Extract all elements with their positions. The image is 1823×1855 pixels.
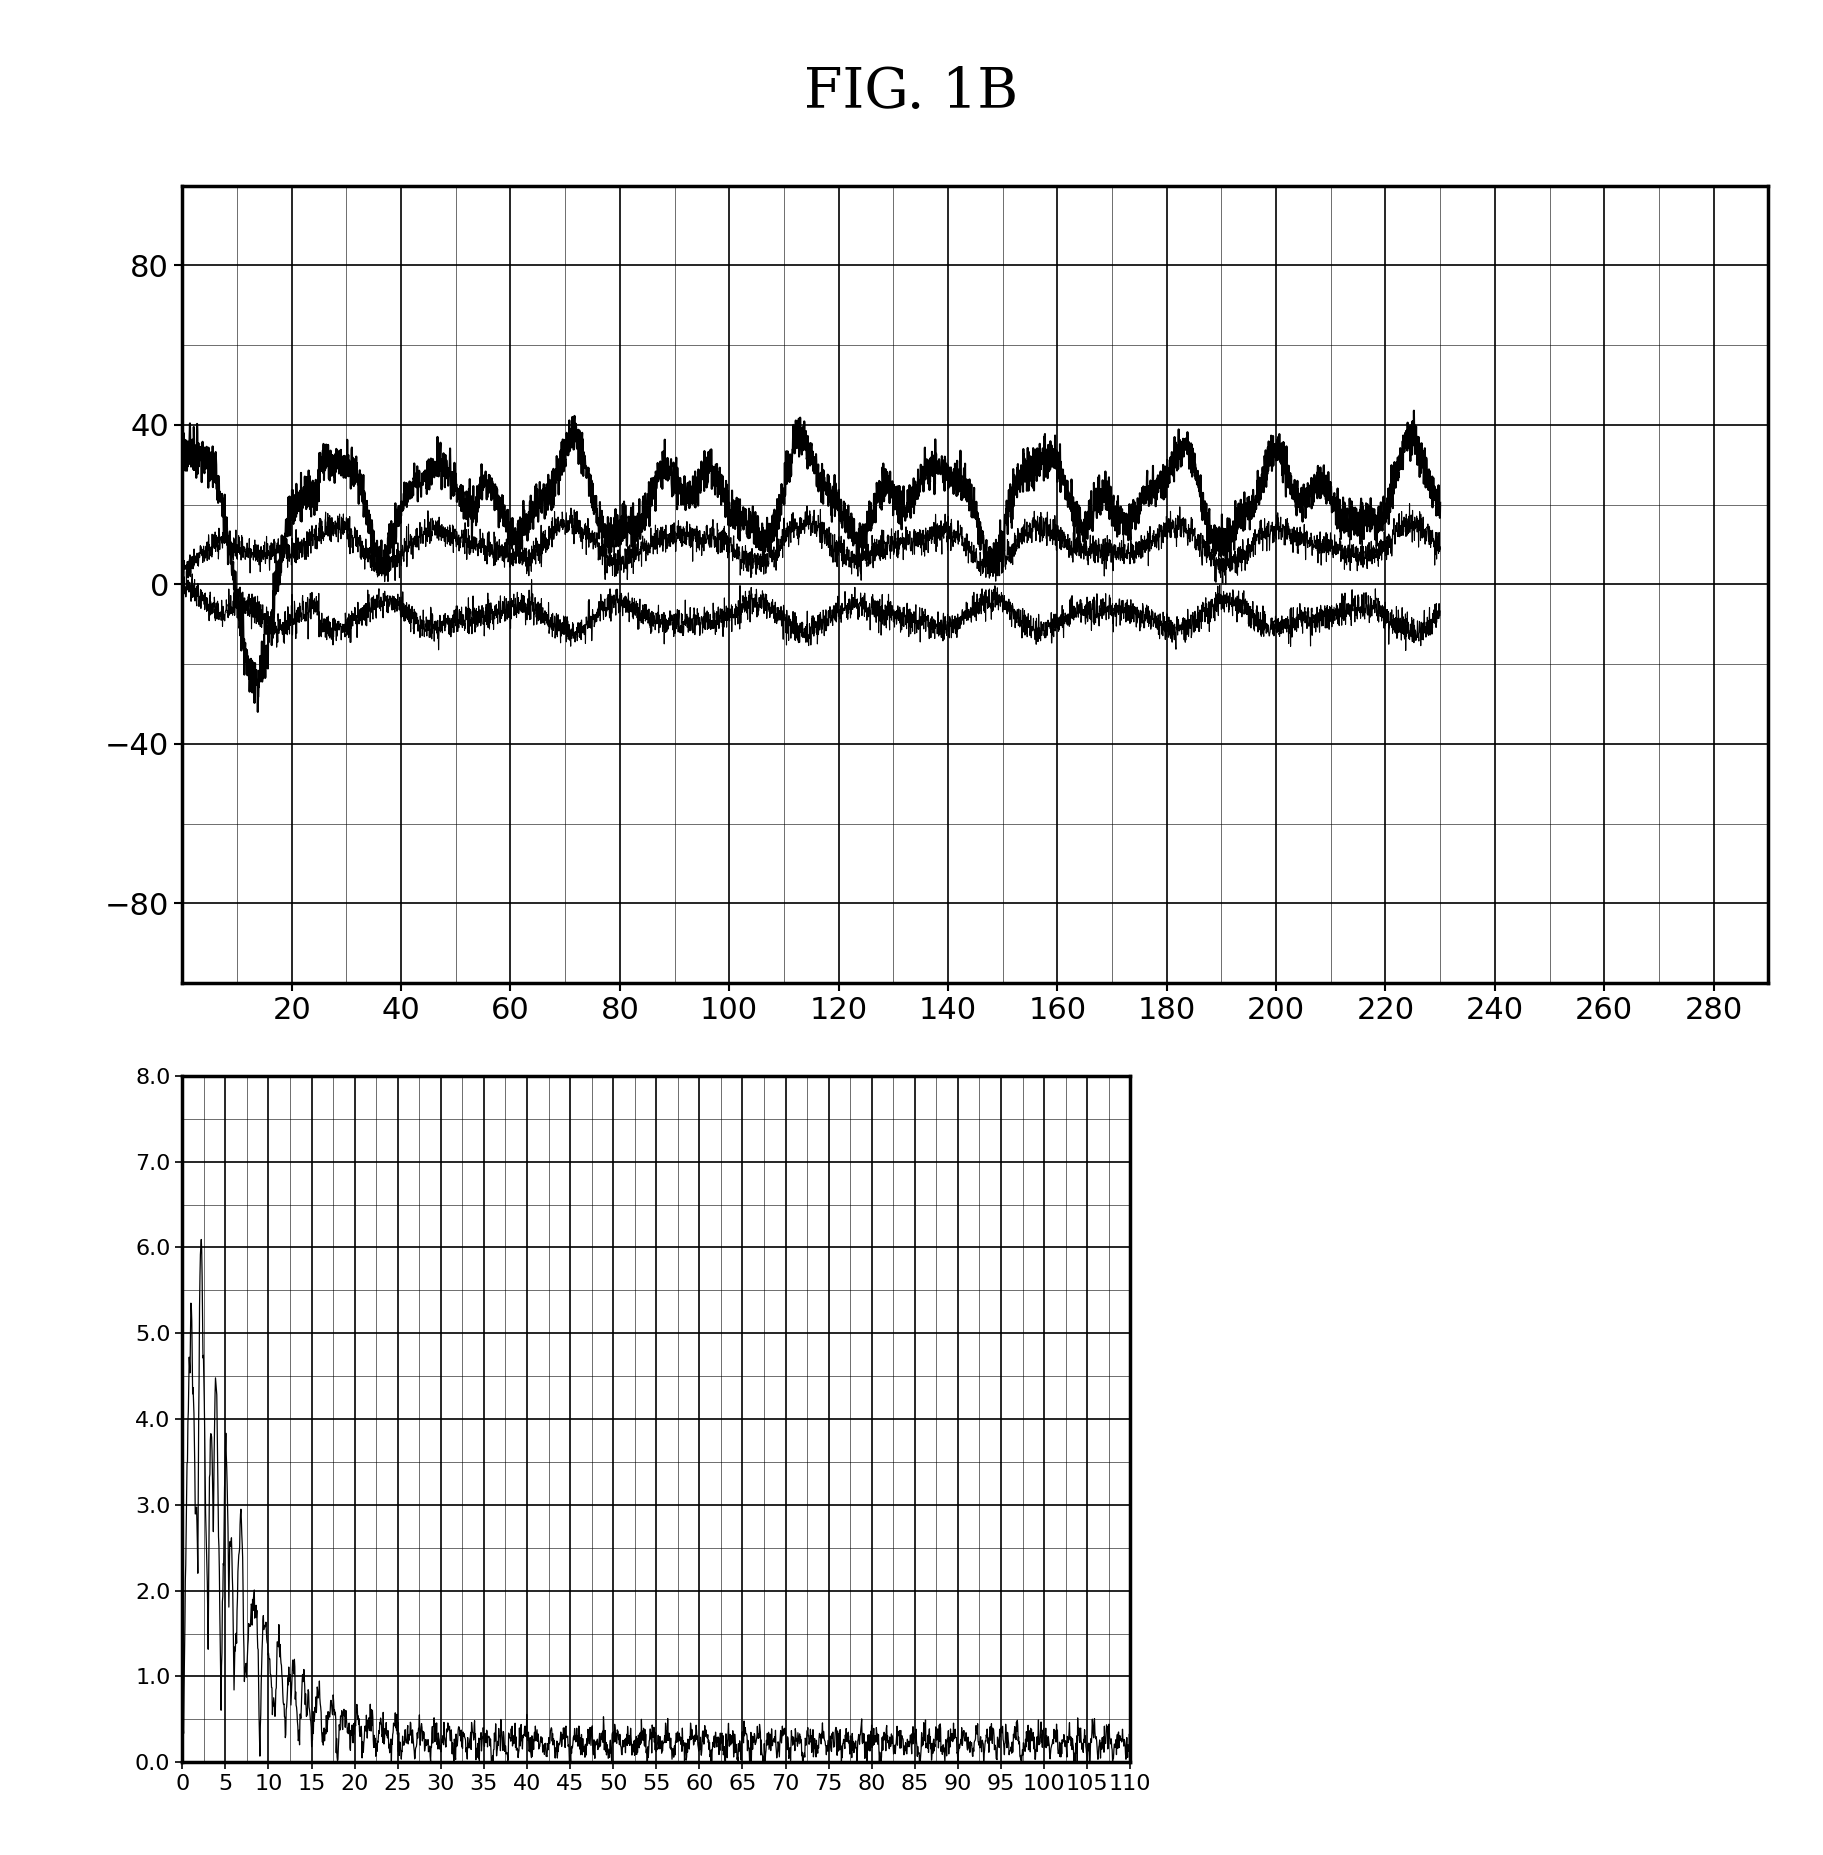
Text: FIG. 1B: FIG. 1B [804, 65, 1019, 119]
